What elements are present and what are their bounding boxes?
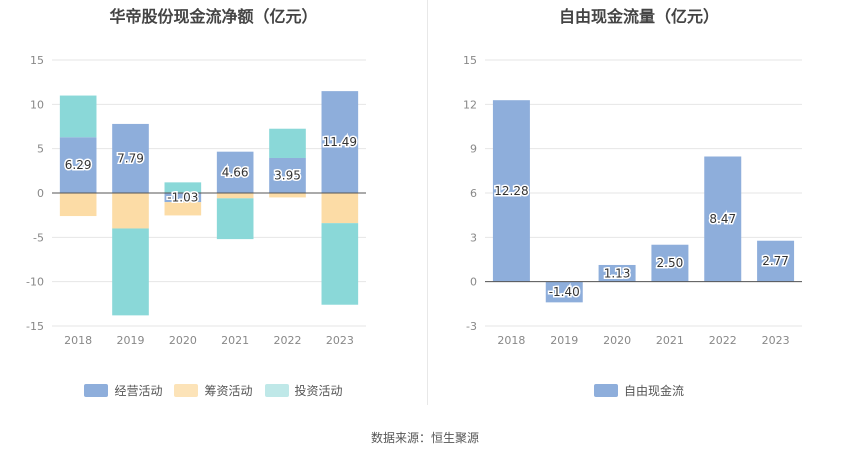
x-tick-label: 2021 xyxy=(221,334,249,347)
data-label: 1.13 xyxy=(604,266,631,280)
legend-free-cash-flow: 自由现金流 xyxy=(428,382,850,399)
bar[interactable] xyxy=(704,156,742,282)
bar[interactable] xyxy=(59,137,97,193)
legend-swatch-financing xyxy=(174,384,199,397)
bar[interactable] xyxy=(757,240,795,282)
legend-label-financing: 筹资活动 xyxy=(204,384,253,398)
bar[interactable] xyxy=(112,193,149,229)
legend-item-operating[interactable]: 经营活动 xyxy=(84,382,162,399)
data-source-note: 数据来源：恒生聚源 xyxy=(370,431,479,445)
x-tick-label: 2023 xyxy=(762,334,790,347)
y-tick-label: 9 xyxy=(470,143,477,156)
y-tick-label: 5 xyxy=(37,143,44,156)
x-tick-label: 2023 xyxy=(326,334,354,347)
x-tick-label: 2018 xyxy=(497,334,525,347)
y-tick-label: 0 xyxy=(470,276,477,289)
bar[interactable] xyxy=(651,244,689,282)
data-label: 8.47 xyxy=(709,212,736,226)
bar[interactable] xyxy=(216,198,254,240)
free-cash-flow-panel: 自由现金流量（亿元） 15 12 9 6 3 0 -3 2018 2019 2020 2021 202… xyxy=(428,0,850,410)
x-tick-label: 2019 xyxy=(117,334,145,347)
bar[interactable] xyxy=(492,100,530,282)
y-tick-label: 15 xyxy=(30,54,44,67)
y-tick-label: -10 xyxy=(26,276,44,289)
data-label: 2.77 xyxy=(762,254,789,268)
bar[interactable] xyxy=(164,193,202,203)
bar[interactable] xyxy=(321,223,359,305)
x-tick-label: 2020 xyxy=(169,334,197,347)
bar[interactable] xyxy=(321,91,359,193)
bar[interactable] xyxy=(269,157,306,193)
legend-label-operating: 经营活动 xyxy=(114,384,163,398)
x-tick-label: 2022 xyxy=(709,334,737,347)
data-label: 4.66 xyxy=(222,165,249,179)
legend-item-investing[interactable]: 投资活动 xyxy=(264,382,343,399)
bar[interactable] xyxy=(59,95,97,138)
legend-swatch-free-cash-flow xyxy=(593,384,618,397)
net-cash-flow-chart: 15 10 5 0 -5 -10 -15 2018 2019 2020 2021 2022 2023 6.… xyxy=(26,54,366,347)
bar[interactable] xyxy=(164,202,202,216)
bar[interactable] xyxy=(112,123,149,193)
bar[interactable] xyxy=(164,182,202,193)
data-label: 12.28 xyxy=(494,184,528,198)
y-tick-label: 3 xyxy=(470,231,477,244)
y-tick-label: -15 xyxy=(26,320,44,333)
data-label: 6.29 xyxy=(65,158,92,172)
chart-title-free-cash-flow: 自由现金流量（亿元） xyxy=(558,7,719,26)
chart-title-net-cash-flow: 华帝股份现金流净额（亿元） xyxy=(109,7,318,26)
data-label: -1.40 xyxy=(549,285,580,299)
data-label: 2.50 xyxy=(657,256,684,270)
y-tick-label: 10 xyxy=(30,98,44,111)
legend-label-free-cash-flow: 自由现金流 xyxy=(623,384,684,398)
bar[interactable] xyxy=(112,228,149,316)
x-tick-label: 2018 xyxy=(64,334,92,347)
bar[interactable] xyxy=(545,281,583,303)
y-tick-label: -3 xyxy=(466,320,477,333)
data-label: 7.79 xyxy=(117,151,144,165)
bar[interactable] xyxy=(598,264,636,282)
y-tick-label: 12 xyxy=(463,98,477,111)
y-tick-label: 0 xyxy=(37,187,44,200)
panel-divider xyxy=(427,0,428,405)
x-tick-label: 2019 xyxy=(550,334,578,347)
legend-net-cash-flow: 经营活动 筹资活动 投资活动 xyxy=(0,382,427,399)
bar[interactable] xyxy=(216,193,254,199)
y-tick-label: 15 xyxy=(463,54,477,67)
x-tick-label: 2021 xyxy=(656,334,684,347)
y-tick-label: -5 xyxy=(33,231,44,244)
bar[interactable] xyxy=(269,128,306,158)
free-cash-flow-chart: 15 12 9 6 3 0 -3 2018 2019 2020 2021 2022 2023 12.28 -… xyxy=(463,54,802,347)
legend-swatch-investing xyxy=(264,384,289,397)
bar[interactable] xyxy=(216,151,254,193)
data-label: 3.95 xyxy=(274,168,301,182)
legend-item-financing[interactable]: 筹资活动 xyxy=(174,382,253,399)
legend-swatch-operating xyxy=(84,384,109,397)
bar[interactable] xyxy=(59,193,97,217)
cash-flow-net-panel: 华帝股份现金流净额（亿元） 15 10 5 0 -5 -10 -15 2018 2019 2020… xyxy=(0,0,427,410)
data-label: -1.03 xyxy=(167,191,198,205)
legend-label-investing: 投资活动 xyxy=(294,384,343,398)
bar[interactable] xyxy=(269,193,306,198)
bar[interactable] xyxy=(321,193,359,224)
y-tick-label: 6 xyxy=(470,187,477,200)
data-label: 11.49 xyxy=(323,135,357,149)
x-tick-label: 2022 xyxy=(274,334,302,347)
x-tick-label: 2020 xyxy=(603,334,631,347)
legend-item-free-cash-flow[interactable]: 自由现金流 xyxy=(593,382,684,399)
